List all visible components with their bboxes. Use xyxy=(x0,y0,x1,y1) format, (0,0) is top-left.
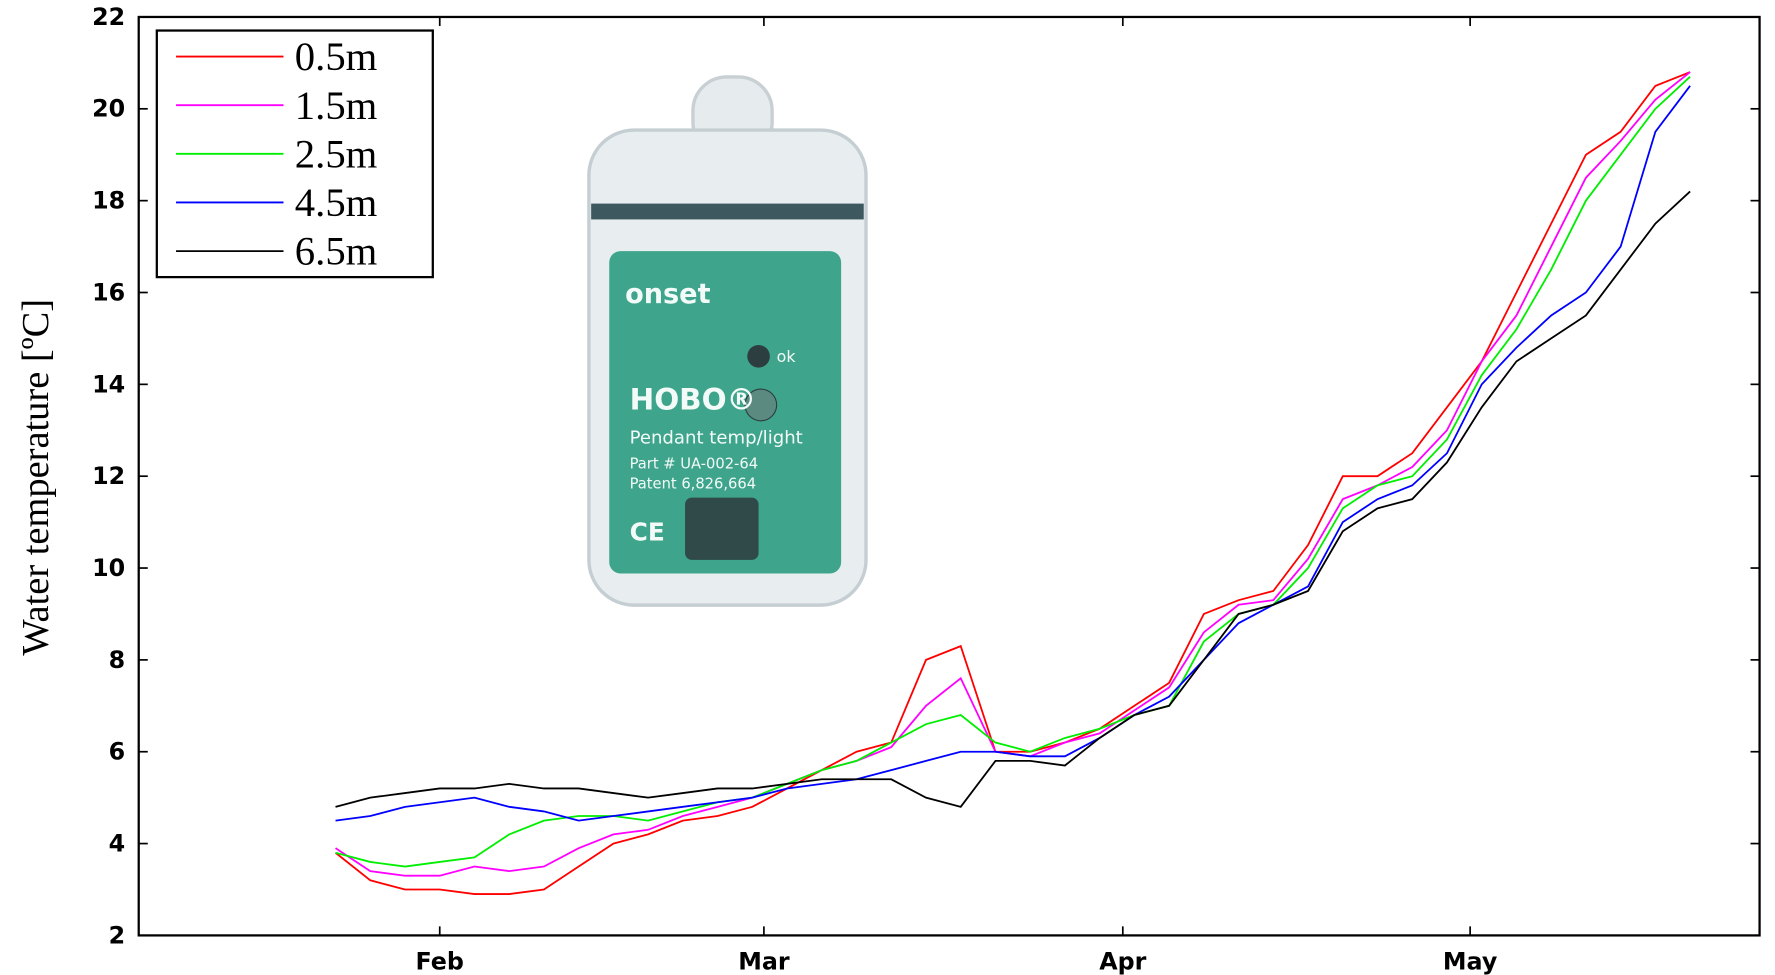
photo-window xyxy=(685,498,759,560)
x-tick-label: May xyxy=(1443,947,1498,975)
y-tick-label: 14 xyxy=(92,370,125,398)
chart: onset ok HOBO® Pendant temp/light Part #… xyxy=(0,0,1775,975)
photo-ring xyxy=(591,204,864,220)
photo-text: Part # UA-002-64 xyxy=(630,455,758,472)
y-tick-label: 8 xyxy=(109,646,126,674)
series-line xyxy=(336,77,1691,867)
photo-text: onset xyxy=(625,279,710,310)
y-axis-label: Water temperature [ºC] xyxy=(15,299,57,656)
photo-text: CE xyxy=(630,518,665,547)
y-tick-label: 6 xyxy=(109,738,126,766)
series-line xyxy=(336,72,1691,876)
legend-label: 0.5m xyxy=(295,34,378,79)
photo-text: Pendant temp/light xyxy=(630,427,803,448)
legend-label: 2.5m xyxy=(295,131,378,176)
photo-text: Patent 6,826,664 xyxy=(630,476,756,493)
y-tick-label: 18 xyxy=(92,187,125,215)
legend-label: 1.5m xyxy=(295,83,378,128)
series-line xyxy=(336,72,1691,894)
series-line xyxy=(336,191,1691,806)
y-tick-label: 10 xyxy=(92,554,125,582)
photo-text: ok xyxy=(777,347,797,366)
legend-label: 4.5m xyxy=(295,180,378,225)
y-tick-label: 12 xyxy=(92,462,125,490)
y-tick-label: 20 xyxy=(92,95,125,123)
photo-text: HOBO® xyxy=(630,382,756,416)
x-tick-label: Mar xyxy=(738,947,790,975)
y-tick-label: 22 xyxy=(92,3,125,31)
page: {"chart_data": { "type": "line", "y_labe… xyxy=(0,0,1775,975)
y-tick-label: 4 xyxy=(109,829,126,857)
x-tick-label: Apr xyxy=(1099,947,1146,975)
photo-led xyxy=(747,345,770,368)
legend: 0.5m1.5m2.5m4.5m6.5m xyxy=(157,31,433,278)
series-line xyxy=(336,86,1691,821)
y-tick-label: 16 xyxy=(92,278,125,306)
logger-photo: onset ok HOBO® Pendant temp/light Part #… xyxy=(589,77,866,605)
x-tick-label: Feb xyxy=(416,947,464,975)
y-tick-label: 2 xyxy=(109,921,126,949)
legend-label: 6.5m xyxy=(295,229,378,274)
